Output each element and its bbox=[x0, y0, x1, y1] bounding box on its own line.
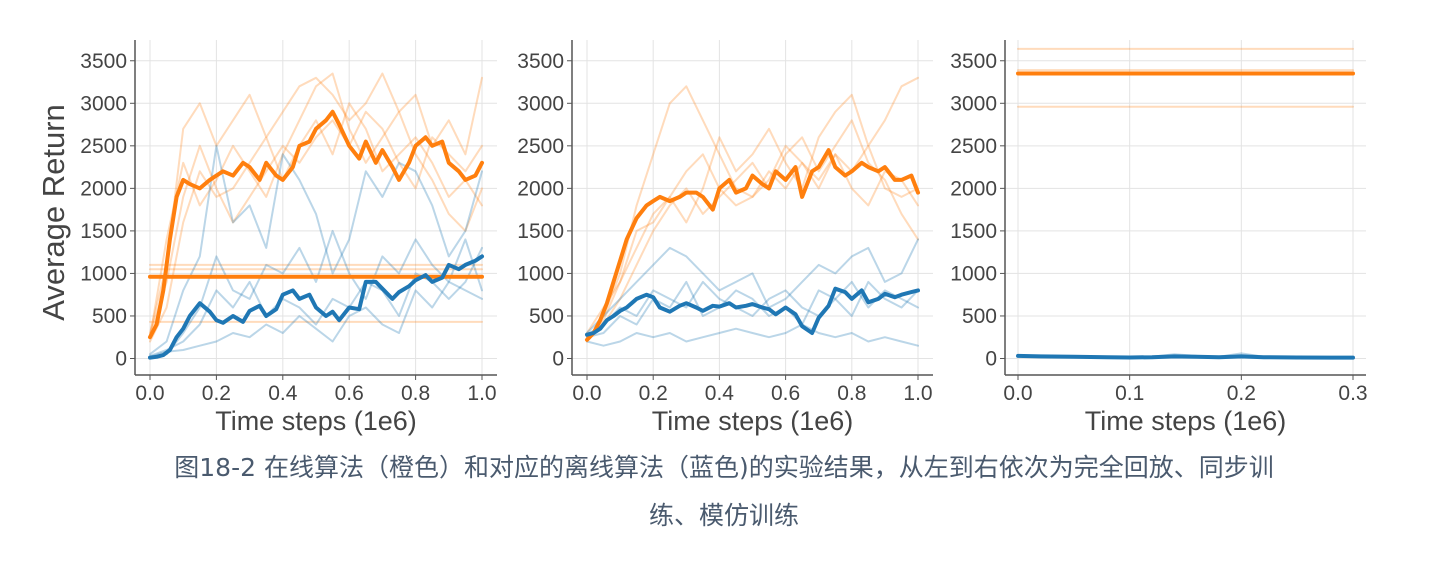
y-tick-label: 3500 bbox=[517, 50, 564, 73]
series-line-offline-run-7 bbox=[586, 280, 919, 336]
series-line-offline-run-9 bbox=[149, 280, 483, 358]
chart-panel-3: 0 500 1000 1500 2000 2500 3000 3500 0.0 0.1 0.2 0.3… bbox=[950, 40, 1368, 436]
y-tick-label: 3000 bbox=[80, 92, 127, 115]
x-tick-label: 0.2 bbox=[202, 382, 231, 405]
x-tick-label: 1.0 bbox=[903, 382, 932, 405]
y-tick-label: 2500 bbox=[80, 135, 127, 158]
series-line-online-mean-8 bbox=[585, 148, 920, 342]
series-line-online-run-0 bbox=[149, 72, 483, 334]
series-line-offline-run-4 bbox=[586, 238, 919, 334]
y-tick-label: 500 bbox=[962, 305, 997, 328]
y-tick-label: 0 bbox=[115, 347, 127, 370]
series-line-online-run-2 bbox=[586, 119, 919, 339]
y-tick-label: 3000 bbox=[517, 92, 564, 115]
y-tick-label: 1000 bbox=[517, 262, 564, 285]
x-axis-label: Time steps (1e6) bbox=[1085, 406, 1287, 436]
figure-caption-line-2: 练、模仿训练 bbox=[648, 501, 799, 530]
x-tick-label: 0.8 bbox=[837, 382, 866, 405]
y-tick-label: 1000 bbox=[80, 262, 127, 285]
chart-panel-2: 0 500 1000 1500 2000 2500 3000 3500 0.0 0.2 0.4 0.6… bbox=[517, 40, 933, 436]
series-line-online-run-2 bbox=[149, 102, 483, 343]
y-tick-label: 3500 bbox=[950, 50, 997, 73]
x-axis-label: Time steps (1e6) bbox=[652, 406, 854, 436]
y-tick-label: 1500 bbox=[950, 220, 997, 243]
y-tick-label: 0 bbox=[552, 347, 564, 370]
x-tick-label: 0.4 bbox=[705, 382, 735, 405]
x-tick-label: 0.0 bbox=[1003, 382, 1032, 405]
y-tick-label: 1000 bbox=[950, 262, 997, 285]
x-tick-label: 0.2 bbox=[1227, 382, 1256, 405]
y-tick-label: 2500 bbox=[517, 135, 564, 158]
y-tick-label: 3500 bbox=[80, 50, 127, 73]
y-tick-label: 1500 bbox=[80, 220, 127, 243]
series-line-offline-run-6 bbox=[586, 323, 919, 347]
x-tick-label: 0.2 bbox=[639, 382, 668, 405]
x-tick-label: 0.3 bbox=[1338, 382, 1367, 405]
y-tick-label: 0 bbox=[985, 347, 997, 370]
y-tick-label: 500 bbox=[529, 305, 564, 328]
y-tick-label: 500 bbox=[92, 305, 127, 328]
y-axis-label: Average Return bbox=[36, 104, 71, 321]
y-tick-label: 2000 bbox=[80, 177, 127, 200]
y-tick-label: 2000 bbox=[950, 177, 997, 200]
series-line-online-run-3 bbox=[149, 110, 483, 336]
series-line-offline-mean-13 bbox=[148, 254, 484, 360]
x-tick-label: 0.6 bbox=[335, 382, 364, 405]
x-tick-label: 0.6 bbox=[771, 382, 800, 405]
x-tick-label: 0.4 bbox=[268, 382, 298, 405]
chart-panel-1: 0 500 1000 1500 2000 2500 3000 3500 0.0 0.2 0.4 0.6… bbox=[36, 40, 497, 436]
series-line-online-run-1 bbox=[149, 72, 483, 339]
y-tick-label: 2500 bbox=[950, 135, 997, 158]
y-tick-label: 2000 bbox=[517, 177, 564, 200]
series-line-online-mean-12 bbox=[148, 109, 484, 340]
series-line-offline-run-10 bbox=[149, 229, 483, 359]
series-line-online-run-0 bbox=[586, 85, 919, 343]
chart-figure: 0 500 1000 1500 2000 2500 3000 3500 0.0 0.2 0.4 0.6… bbox=[36, 40, 1368, 436]
series-line-offline-run-7 bbox=[149, 144, 483, 356]
x-tick-label: 0.8 bbox=[401, 382, 430, 405]
figure-caption-line-1: 图18-2 在线算法（橙色）和对应的离线算法（蓝色)的实验结果，从左到右依次为完… bbox=[174, 453, 1274, 482]
x-tick-label: 0.0 bbox=[135, 382, 164, 405]
series-line-online-run-1 bbox=[586, 76, 919, 334]
series-line-offline-mean-6 bbox=[1016, 353, 1355, 360]
x-tick-label: 0.0 bbox=[572, 382, 601, 405]
x-axis-label: Time steps (1e6) bbox=[215, 406, 417, 436]
series-line-offline-mean-9 bbox=[585, 286, 920, 337]
y-tick-label: 1500 bbox=[517, 220, 564, 243]
x-tick-label: 0.1 bbox=[1115, 382, 1144, 405]
y-tick-label: 3000 bbox=[950, 92, 997, 115]
series-line-offline-run-5 bbox=[586, 280, 919, 339]
x-tick-label: 1.0 bbox=[467, 382, 496, 405]
series-line-online-run-3 bbox=[586, 153, 919, 341]
